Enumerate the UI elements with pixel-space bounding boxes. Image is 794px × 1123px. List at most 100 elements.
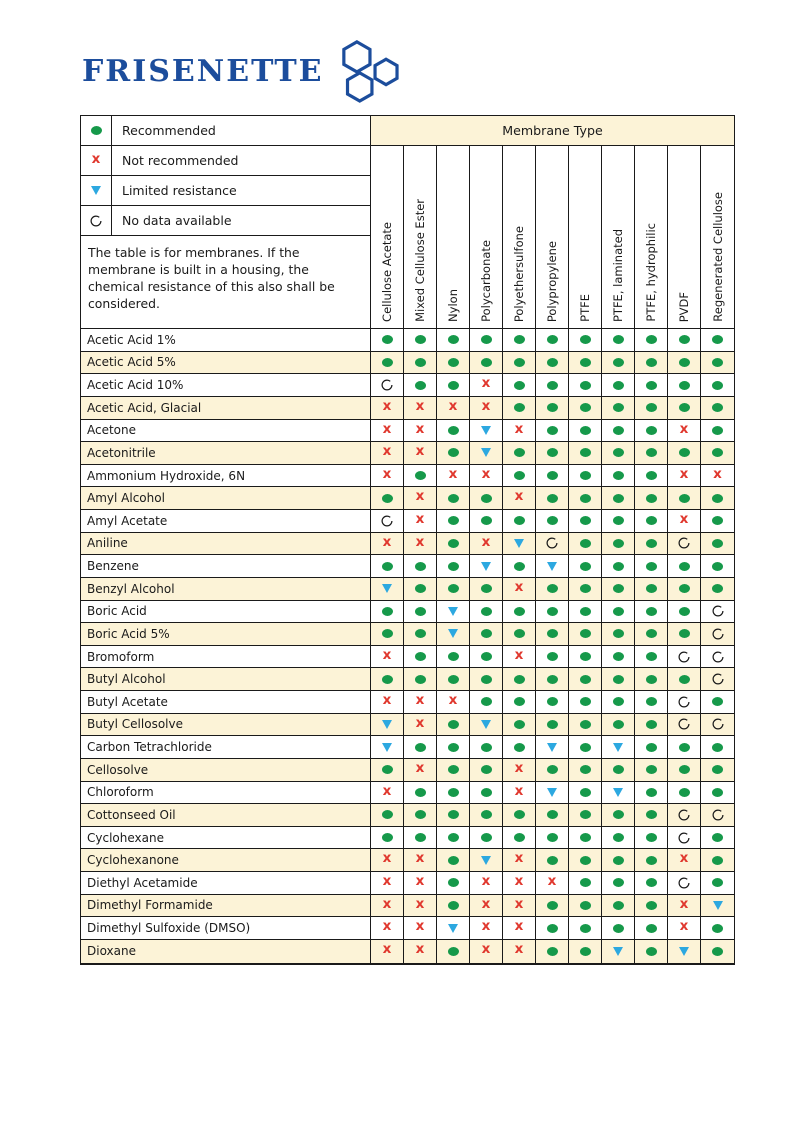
column-header-label: Polyethersulfone bbox=[512, 225, 526, 322]
recommended-icon bbox=[712, 833, 723, 843]
rating-cell bbox=[437, 577, 470, 601]
recommended-icon bbox=[645, 697, 657, 707]
recommended-icon bbox=[546, 923, 558, 933]
no-data-icon bbox=[711, 673, 724, 685]
rating-cell bbox=[701, 329, 734, 352]
limited-resistance-icon bbox=[448, 629, 458, 639]
not-recommended-icon: x bbox=[514, 918, 524, 935]
recommended-icon bbox=[447, 584, 459, 594]
recommended-icon bbox=[546, 810, 558, 820]
rating-cell bbox=[635, 849, 668, 872]
rating-cell bbox=[569, 939, 602, 963]
recommended-icon bbox=[546, 403, 558, 413]
limited-resistance-icon bbox=[481, 561, 491, 571]
recommended-icon bbox=[513, 742, 525, 752]
rating-cell bbox=[536, 623, 569, 646]
rating-cell bbox=[602, 872, 635, 895]
rating-cell bbox=[470, 419, 503, 443]
rating-cell: x bbox=[371, 849, 404, 872]
rating-cell bbox=[701, 668, 734, 691]
chemical-name-cell: Cottonseed Oil bbox=[81, 804, 371, 827]
rating-cell bbox=[701, 532, 734, 556]
legend-symbol-cell bbox=[81, 206, 112, 235]
recommended-icon bbox=[712, 878, 723, 888]
recommended-icon bbox=[381, 357, 393, 367]
rating-cell bbox=[503, 351, 536, 375]
rating-cell bbox=[569, 826, 602, 850]
rating-cell bbox=[602, 804, 635, 827]
limited-resistance-icon bbox=[481, 448, 491, 458]
rating-cell bbox=[635, 668, 668, 691]
rating-cell: x bbox=[668, 917, 701, 940]
recommended-icon bbox=[712, 357, 723, 367]
rating-cell: x bbox=[470, 894, 503, 918]
chemical-name-cell: Carbon Tetrachloride bbox=[81, 736, 371, 759]
no-data-icon bbox=[678, 832, 690, 844]
recommended-icon bbox=[612, 855, 624, 865]
not-recommended-icon: x bbox=[91, 150, 101, 167]
rating-cell bbox=[569, 849, 602, 872]
rating-cell bbox=[536, 510, 569, 533]
rating-cell bbox=[569, 419, 602, 443]
rating-cell bbox=[602, 849, 635, 872]
rating-cell bbox=[602, 329, 635, 352]
rating-cell bbox=[569, 396, 602, 420]
chemical-name-cell: Cyclohexanone bbox=[81, 849, 371, 872]
recommended-icon bbox=[513, 833, 525, 843]
rating-cell bbox=[371, 758, 404, 782]
recommended-icon bbox=[480, 493, 492, 503]
legend-item: Recommended bbox=[81, 116, 371, 146]
column-header: PTFE bbox=[569, 146, 602, 329]
rating-cell bbox=[536, 442, 569, 465]
recommended-icon bbox=[447, 425, 459, 435]
rating-cell bbox=[536, 691, 569, 714]
limited-resistance-icon bbox=[514, 538, 524, 548]
rating-cell bbox=[569, 713, 602, 737]
rating-cell bbox=[470, 487, 503, 510]
rating-cell bbox=[536, 849, 569, 872]
no-data-icon bbox=[678, 718, 690, 730]
not-recommended-icon: x bbox=[382, 420, 392, 437]
rating-cell bbox=[602, 351, 635, 375]
rating-cell bbox=[635, 532, 668, 556]
legend-item: No data available bbox=[81, 206, 371, 236]
rating-cell: x bbox=[404, 532, 437, 556]
limited-resistance-icon bbox=[481, 719, 491, 729]
recommended-icon bbox=[678, 629, 690, 639]
rating-cell bbox=[503, 668, 536, 691]
recommended-icon bbox=[645, 425, 657, 435]
rating-cell: x bbox=[470, 374, 503, 397]
recommended-icon bbox=[480, 652, 492, 662]
not-recommended-icon: x bbox=[415, 420, 425, 437]
recommended-icon bbox=[546, 652, 558, 662]
recommended-icon bbox=[480, 697, 492, 707]
rating-cell bbox=[404, 645, 437, 669]
rating-cell bbox=[371, 668, 404, 691]
recommended-icon bbox=[712, 335, 723, 345]
rating-cell bbox=[668, 668, 701, 691]
recommended-icon bbox=[612, 403, 624, 413]
rating-cell bbox=[536, 577, 569, 601]
recommended-icon bbox=[414, 833, 426, 843]
recommended-icon bbox=[447, 900, 459, 910]
recommended-icon bbox=[447, 946, 459, 956]
chemical-name-cell: Aniline bbox=[81, 532, 371, 556]
rating-cell bbox=[701, 713, 734, 737]
no-data-icon bbox=[381, 515, 393, 527]
rating-cell bbox=[701, 623, 734, 646]
recommended-icon bbox=[579, 923, 591, 933]
recommended-icon bbox=[447, 674, 459, 684]
rating-cell: x bbox=[371, 532, 404, 556]
rating-cell bbox=[569, 329, 602, 352]
recommended-icon bbox=[612, 516, 624, 526]
chemical-name-cell: Amyl Alcohol bbox=[81, 487, 371, 510]
rating-cell: x bbox=[668, 464, 701, 488]
rating-cell bbox=[668, 577, 701, 601]
rating-cell bbox=[470, 758, 503, 782]
not-recommended-icon: x bbox=[514, 941, 524, 958]
recommended-icon bbox=[513, 380, 525, 390]
not-recommended-icon: x bbox=[382, 443, 392, 460]
limited-resistance-icon bbox=[547, 787, 557, 797]
rating-cell bbox=[437, 510, 470, 533]
rating-cell: x bbox=[404, 396, 437, 420]
